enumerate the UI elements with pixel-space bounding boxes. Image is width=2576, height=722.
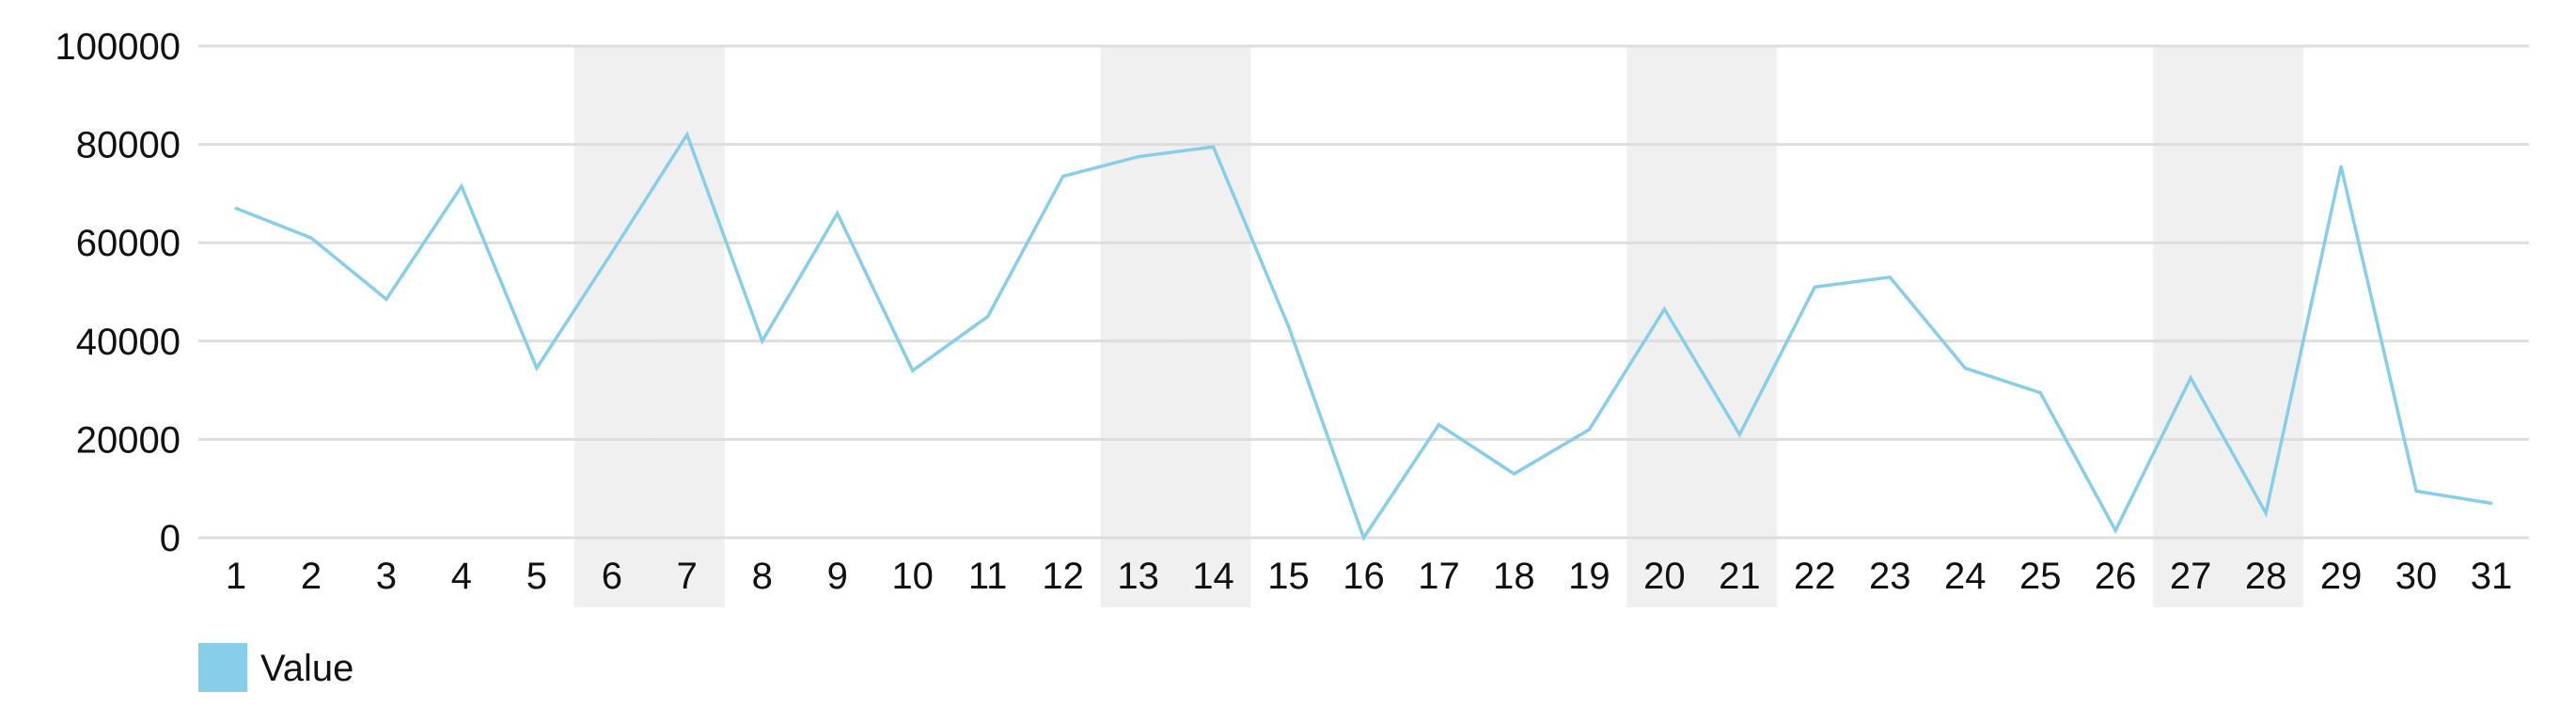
data-point (2038, 391, 2042, 395)
data-point (1212, 145, 1216, 149)
data-point (2264, 511, 2268, 515)
y-tick-label: 20000 (76, 419, 181, 461)
data-point (986, 315, 990, 319)
y-tick-label: 0 (160, 518, 181, 559)
x-tick-label: 30 (2395, 556, 2438, 597)
data-point (610, 251, 614, 255)
data-point (1512, 472, 1516, 476)
data-point (911, 369, 915, 372)
x-tick-label: 6 (602, 556, 622, 597)
y-tick-label: 40000 (76, 322, 181, 363)
data-point (1287, 324, 1291, 328)
x-tick-label: 23 (1869, 556, 1911, 597)
data-point (836, 212, 840, 215)
data-point (1587, 428, 1591, 432)
data-point (1137, 155, 1140, 159)
data-point (2113, 528, 2117, 532)
x-tick-label: 1 (226, 556, 246, 597)
x-tick-label: 17 (1418, 556, 1460, 597)
data-point (2189, 376, 2192, 380)
shaded-band-27 (2153, 46, 2229, 607)
y-tick-label: 60000 (76, 223, 181, 264)
data-point (2414, 489, 2418, 493)
data-point (1061, 175, 1065, 179)
x-tick-label: 8 (752, 556, 773, 597)
x-tick-label: 4 (451, 556, 472, 597)
shaded-band-20 (1626, 46, 1703, 607)
x-tick-label: 26 (2095, 556, 2137, 597)
x-tick-label: 14 (1192, 556, 1234, 597)
x-tick-label: 12 (1042, 556, 1084, 597)
x-tick-label: 15 (1267, 556, 1310, 597)
x-tick-label: 25 (2019, 556, 2062, 597)
shaded-band-28 (2228, 46, 2304, 607)
shaded-band-14 (1175, 46, 1251, 607)
data-point (460, 184, 463, 188)
x-tick-label: 19 (1568, 556, 1610, 597)
x-tick-label: 21 (1719, 556, 1761, 597)
legend-swatch-value (198, 643, 247, 692)
legend: Value (198, 643, 353, 692)
y-tick-label: 80000 (76, 125, 181, 166)
data-point (685, 133, 689, 136)
data-point (2339, 165, 2343, 168)
data-point (1737, 432, 1741, 436)
shaded-band-6 (573, 46, 650, 607)
data-point (1813, 285, 1816, 289)
x-tick-label: 13 (1117, 556, 1159, 597)
shaded-band-21 (1702, 46, 1778, 607)
data-point (1963, 367, 1967, 370)
x-tick-label: 28 (2245, 556, 2287, 597)
x-tick-label: 27 (2170, 556, 2212, 597)
x-tick-label: 3 (376, 556, 397, 597)
data-point (1437, 423, 1440, 427)
x-tick-label: 20 (1643, 556, 1686, 597)
legend-label-value: Value (260, 648, 353, 689)
weekend-shading-layer (573, 46, 2304, 607)
data-point (1362, 536, 1365, 540)
x-tick-label: 2 (301, 556, 322, 597)
x-tick-label: 24 (1944, 556, 1987, 597)
data-point (385, 297, 388, 301)
y-axis: 0 20000 40000 60000 80000 100000 (55, 26, 181, 559)
x-tick-label: 7 (677, 556, 698, 597)
data-point (1888, 275, 1892, 279)
shaded-band-13 (1100, 46, 1176, 607)
x-tick-label: 10 (891, 556, 934, 597)
gridlines-layer (198, 44, 2529, 540)
x-tick-label: 18 (1493, 556, 1535, 597)
data-point (309, 236, 313, 240)
data-point (2490, 501, 2493, 505)
y-tick-label: 100000 (55, 26, 181, 68)
x-axis: 1 2 3 4 5 6 7 8 9 10 11 12 13 14 15 16 17 18 19 20 21 22 23 24 2… (226, 556, 2512, 597)
x-tick-label: 16 (1343, 556, 1385, 597)
x-tick-label: 5 (526, 556, 547, 597)
data-point (761, 339, 764, 343)
data-point (234, 207, 238, 211)
shaded-band-7 (649, 46, 725, 607)
series-layer (234, 131, 2493, 542)
x-tick-label: 31 (2471, 556, 2513, 597)
x-tick-label: 22 (1794, 556, 1836, 597)
x-tick-label: 9 (827, 556, 848, 597)
data-point (535, 367, 539, 370)
x-tick-label: 11 (968, 556, 1008, 597)
x-tick-label: 29 (2320, 556, 2363, 597)
data-point (1662, 307, 1666, 311)
